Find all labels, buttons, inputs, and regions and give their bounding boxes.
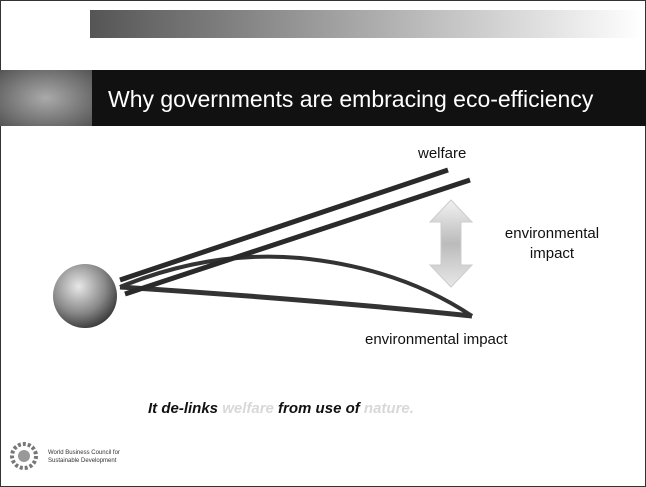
arrow-label: environmental: [505, 225, 599, 242]
arrow-label: impact: [530, 245, 575, 262]
tagline: It de-links welfare from use of nature.: [148, 400, 414, 417]
impact-curve: [119, 254, 474, 318]
title-bar: [0, 70, 646, 126]
welfare-line: [119, 167, 449, 283]
welfare-line: [124, 177, 471, 297]
tagline-text: It de-links: [148, 400, 223, 417]
top-bar: [90, 10, 642, 38]
curve-label: environmental impact: [365, 331, 508, 348]
logo-mark: [10, 442, 38, 470]
impact-curve: [119, 284, 473, 319]
logo-text: Sustainable Development: [48, 458, 117, 464]
globe: [53, 264, 117, 328]
double-arrow: [428, 199, 474, 288]
title-image: [0, 70, 92, 126]
tagline-highlight: welfare: [222, 400, 274, 417]
logo-text: World Business Council for: [48, 450, 120, 456]
title: Why governments are embracing eco-effici…: [108, 86, 594, 112]
welfare-label: welfare: [417, 145, 466, 162]
tagline-highlight: nature.: [363, 400, 414, 417]
tagline-text: from use of: [273, 400, 364, 417]
